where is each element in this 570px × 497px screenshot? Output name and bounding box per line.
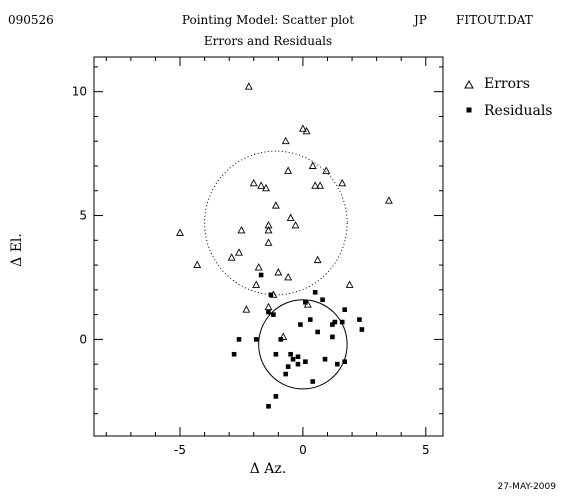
- residual-point: [339, 319, 345, 325]
- residual-point: [322, 356, 328, 362]
- error-circles: [204, 150, 348, 390]
- y-tick-label: 10: [72, 85, 87, 99]
- date-code: 090526: [8, 13, 54, 27]
- error-point: [313, 255, 322, 264]
- residual-point: [330, 334, 335, 340]
- residual-point: [332, 319, 338, 325]
- residual-circle-solid: [258, 299, 348, 390]
- residual-point: [298, 322, 303, 327]
- residual-point: [266, 403, 271, 409]
- x-tick-label: -5: [174, 443, 186, 457]
- error-point: [298, 124, 307, 132]
- error-point: [237, 225, 246, 234]
- error-point: [242, 305, 251, 313]
- residual-point: [307, 317, 313, 322]
- error-point: [264, 238, 273, 246]
- error-point: [284, 273, 293, 281]
- error-point: [316, 181, 325, 189]
- plot-frame: [93, 56, 444, 437]
- initials: JP: [412, 13, 427, 27]
- error-point: [274, 268, 283, 276]
- residual-point: [342, 359, 347, 364]
- residual-point: [268, 292, 274, 298]
- error-point: [264, 302, 273, 311]
- x-axis-label: Δ Az.: [250, 461, 287, 477]
- error-point: [176, 228, 184, 236]
- residual-point: [283, 371, 289, 377]
- residual-point: [288, 351, 293, 357]
- residual-point: [310, 379, 316, 384]
- chart-title: Pointing Model: Scatter plot: [182, 13, 354, 27]
- error-point: [244, 82, 253, 90]
- residual-point: [295, 354, 301, 360]
- residual-point: [357, 317, 362, 322]
- error-point: [384, 196, 393, 204]
- error-point: [264, 225, 273, 234]
- residual-point: [335, 361, 340, 367]
- error-point: [249, 178, 258, 187]
- error-circle-dotted: [204, 150, 348, 296]
- residual-point: [320, 297, 325, 303]
- error-point: [308, 161, 317, 169]
- chart-subtitle: Errors and Residuals: [204, 34, 332, 48]
- legend-residuals-marker: [466, 107, 472, 113]
- error-point: [257, 181, 266, 189]
- y-tick-label: 5: [79, 209, 87, 223]
- error-point: [279, 332, 288, 340]
- error-point: [264, 220, 273, 229]
- error-point: [322, 166, 331, 174]
- residual-point: [312, 290, 318, 295]
- y-tick-label: 0: [79, 332, 87, 346]
- residual-point: [271, 312, 276, 317]
- residual-point: [253, 337, 259, 342]
- residual-point: [359, 327, 365, 332]
- tick-labels: -5 0 5 0 5 10: [72, 85, 430, 457]
- filename: FITOUT.DAT: [456, 13, 533, 27]
- legend-errors-marker: [464, 79, 474, 89]
- error-point: [235, 248, 243, 256]
- x-tick-label: 0: [299, 443, 307, 457]
- legend-errors-label: Errors: [484, 76, 530, 92]
- residual-point: [330, 322, 335, 327]
- error-point: [254, 263, 263, 271]
- residual-point: [303, 359, 308, 364]
- error-point: [271, 201, 280, 209]
- residual-point: [273, 351, 279, 357]
- legend-residuals-label: Residuals: [484, 103, 552, 119]
- error-point: [252, 280, 261, 288]
- error-point: [302, 126, 311, 135]
- footer-date: 27-MAY-2009: [497, 482, 556, 492]
- x-tick-label: 5: [422, 443, 430, 457]
- error-point: [284, 166, 293, 174]
- residual-point: [236, 337, 242, 342]
- residual-point: [303, 299, 308, 305]
- residual-point: [273, 394, 279, 399]
- error-point: [291, 220, 300, 229]
- error-point: [286, 213, 295, 221]
- residual-point: [315, 329, 320, 335]
- residual-point: [342, 307, 347, 312]
- residual-point: [278, 337, 284, 342]
- error-point: [345, 280, 354, 288]
- y-axis-label: Δ El.: [9, 233, 25, 267]
- residual-point: [285, 364, 291, 369]
- residual-point: [231, 351, 237, 357]
- residual-point: [295, 361, 301, 367]
- legend: Errors Residuals: [464, 76, 552, 119]
- residual-point: [258, 272, 264, 278]
- residual-point: [266, 309, 271, 315]
- tick-marks: [94, 57, 443, 436]
- error-point: [281, 136, 290, 145]
- error-point: [227, 253, 236, 261]
- residual-point: [290, 356, 296, 362]
- data-points: [176, 82, 393, 409]
- error-point: [311, 181, 320, 189]
- error-point: [193, 260, 202, 269]
- error-point: [262, 183, 270, 192]
- error-point: [338, 178, 347, 187]
